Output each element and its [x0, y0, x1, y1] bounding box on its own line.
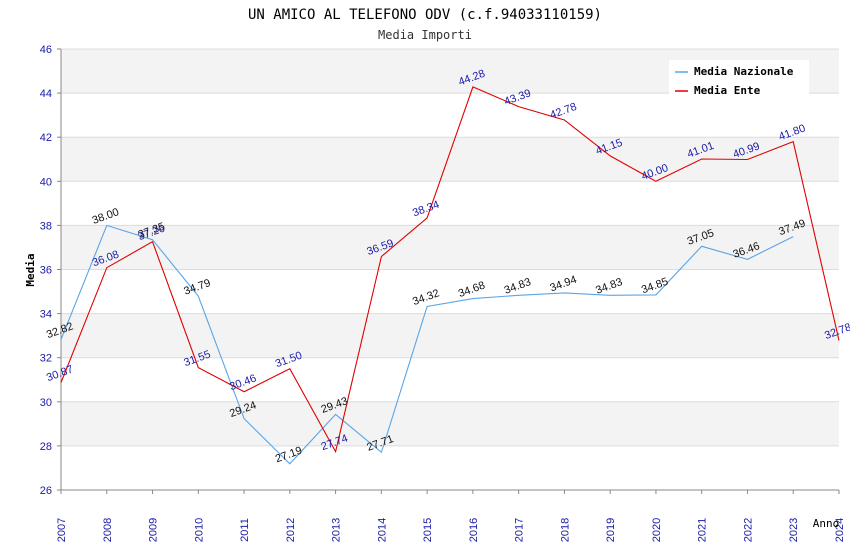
grid-bands [61, 49, 839, 446]
data-label-media-ente: 30.87 [45, 363, 75, 384]
grid-band [61, 225, 839, 270]
y-tick-label: 38 [40, 220, 52, 232]
series-line-media-ente [60, 86, 840, 454]
data-label-media-nazionale: 34.83 [594, 276, 624, 297]
legend-label-media-nazionale: Media Nazionale [694, 65, 794, 78]
grid-band [61, 401, 839, 446]
y-tick-label: 32 [40, 353, 52, 365]
x-tick-label: 2016 [468, 518, 480, 542]
x-tick-label: 2011 [239, 518, 251, 542]
legend-label-media-ente: Media Ente [694, 84, 761, 97]
y-tick-label: 42 [40, 132, 52, 144]
y-axis-title: Media [24, 253, 37, 286]
legend-box [669, 60, 809, 98]
x-tick-label: 2022 [742, 518, 754, 542]
data-label-media-nazionale: 34.68 [457, 279, 487, 300]
x-tick-label: 2008 [102, 518, 114, 542]
y-tick-label: 34 [40, 309, 52, 321]
chart-title: UN AMICO AL TELEFONO ODV (c.f.9403311015… [248, 7, 602, 23]
data-label-media-nazionale: 34.94 [548, 274, 578, 295]
x-tick-label: 2017 [514, 518, 526, 542]
chart-subtitle: Media Importi [378, 28, 472, 42]
y-tick-label: 26 [40, 485, 52, 497]
x-tick-label: 2020 [651, 518, 663, 542]
x-tick-label: 2019 [605, 518, 617, 542]
y-tick-label: 44 [40, 88, 52, 100]
x-tick-label: 2018 [559, 518, 571, 542]
x-tick-label: 2021 [697, 518, 709, 542]
y-tick-label: 40 [40, 176, 52, 188]
x-tick-label: 2013 [331, 518, 343, 542]
x-tick-label: 2015 [422, 518, 434, 542]
x-tick-label: 2023 [788, 518, 800, 542]
y-tick-label: 30 [40, 397, 52, 409]
legend: Media Nazionale Media Ente [669, 60, 809, 98]
data-label-media-nazionale: 34.85 [640, 276, 670, 297]
x-tick-label: 2007 [56, 518, 68, 542]
data-label-media-ente: 38.34 [411, 199, 441, 220]
x-tick-label: 2010 [193, 518, 205, 542]
x-tick-label: 2024 [834, 518, 846, 542]
data-label-media-nazionale: 38.00 [91, 206, 121, 227]
grid-band [61, 313, 839, 358]
x-tick-label: 2012 [285, 518, 297, 542]
data-label-media-nazionale: 34.83 [503, 276, 533, 297]
x-tick-labels: 2007 2008 2009 2010 2011 2012 2013 2014 2015 2016… [56, 490, 846, 542]
y-tick-label: 46 [40, 44, 52, 56]
grid-lines [61, 48, 839, 491]
y-tick-label: 28 [40, 441, 52, 453]
y-tick-label: 36 [40, 265, 52, 277]
x-axis-title: Anno [813, 517, 840, 530]
series-lines [60, 86, 840, 465]
x-tick-label: 2009 [148, 518, 160, 542]
data-label-media-ente: 42.78 [548, 101, 578, 122]
series-line-media-nazionale [60, 224, 794, 465]
y-tick-labels: 26 28 30 32 34 36 38 40 42 44 46 [40, 44, 61, 497]
x-tick-label: 2014 [376, 518, 388, 542]
data-label-media-ente: 30.46 [228, 372, 258, 393]
